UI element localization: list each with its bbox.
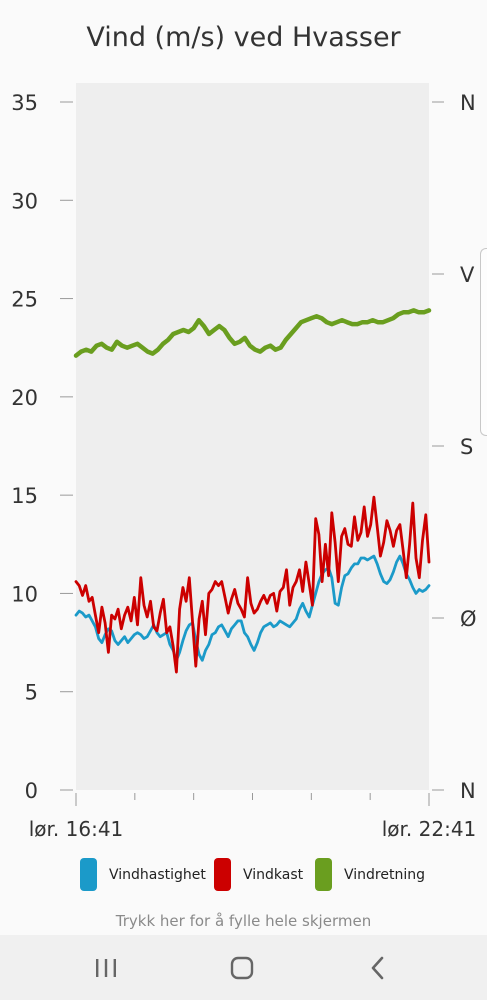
x-axis: lør. 16:41 lør. 22:41 (29, 793, 477, 841)
y2-tick-label: S (460, 435, 473, 459)
y-tick-label: 20 (11, 386, 38, 410)
chart-title: Vind (m/s) ved Hvasser (86, 22, 401, 53)
y-axis-left: 0 5 10 15 20 25 30 35 (11, 91, 73, 803)
y-tick-label: 25 (11, 288, 38, 312)
legend-item-vindkast[interactable]: Vindkast (214, 858, 303, 891)
y2-tick-label: Ø (460, 607, 477, 631)
legend-label-vindhastighet: Vindhastighet (109, 866, 206, 883)
legend-swatch-vindretning (315, 858, 332, 891)
y-tick-label: 30 (11, 189, 38, 213)
y2-tick-label: V (460, 263, 475, 287)
recents-icon[interactable] (91, 953, 121, 983)
y-tick-label: 15 (11, 484, 38, 508)
x-tick-label-start: lør. 16:41 (29, 817, 124, 841)
edge-panel-handle[interactable] (480, 248, 487, 436)
y-tick-label: 10 (11, 582, 38, 606)
series-line-vindkast (74, 495, 431, 674)
legend-swatch-vindhastighet (80, 858, 97, 891)
x-tick-label-end: lør. 22:41 (382, 817, 477, 841)
legend-label-vindretning: Vindretning (344, 866, 425, 883)
y-tick-label: 5 (25, 681, 38, 705)
y-tick-label: 0 (25, 779, 38, 803)
y-tick-label: 35 (11, 91, 38, 115)
y2-tick-label: N (460, 779, 476, 803)
y-axis-right: N Ø S V N (432, 91, 477, 803)
legend-item-vindretning[interactable]: Vindretning (315, 858, 425, 891)
series-line-vindhastighet (74, 554, 431, 662)
legend-swatch-vindkast (214, 858, 231, 891)
legend-item-vindhastighet[interactable]: Vindhastighet (80, 858, 206, 891)
back-icon[interactable] (363, 953, 393, 983)
plot-area (76, 83, 429, 790)
series-line-vindretning (73, 308, 432, 358)
y2-tick-label: N (460, 91, 476, 115)
fullscreen-hint-link[interactable]: Trykk her for å fylle hele skjermen (115, 912, 372, 930)
series-layer (73, 308, 432, 674)
system-navigation-bar (0, 935, 487, 1000)
wind-chart[interactable]: 0 5 10 15 20 25 30 35 N Ø S V N lør. 16:41 lør. 22:4… (0, 0, 487, 900)
home-icon[interactable] (227, 953, 257, 983)
legend-label-vindkast: Vindkast (243, 866, 304, 883)
legend: Vindhastighet Vindkast Vindretning (0, 858, 487, 892)
